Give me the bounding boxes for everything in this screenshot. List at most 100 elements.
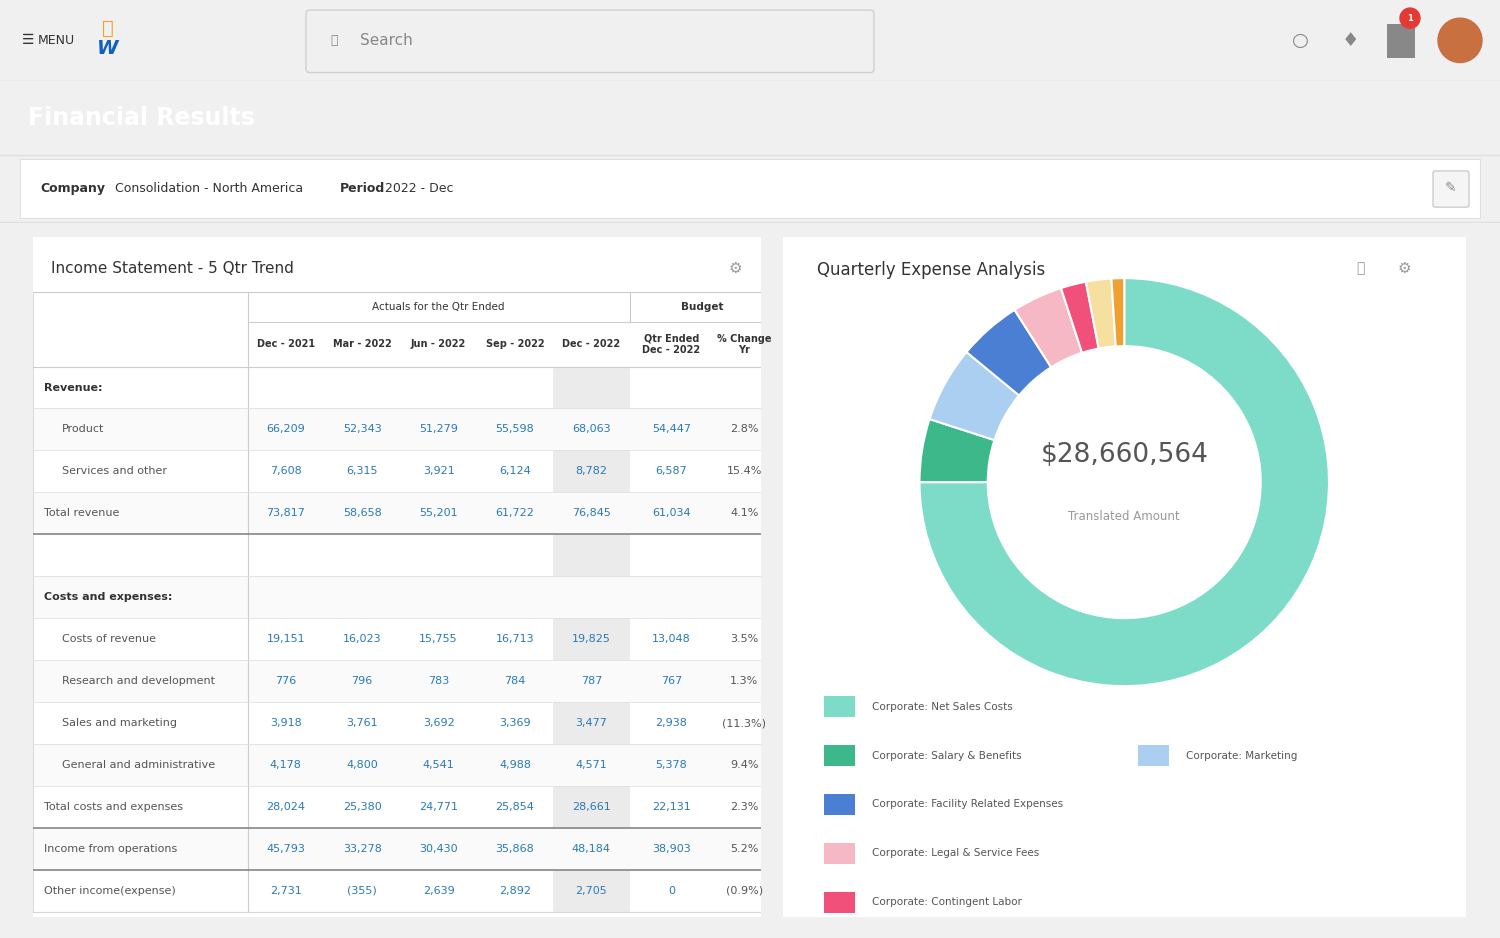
Text: 58,658: 58,658: [344, 508, 381, 519]
Text: 61,722: 61,722: [495, 508, 534, 519]
Wedge shape: [1014, 288, 1082, 368]
Text: (0.9%): (0.9%): [726, 886, 762, 896]
Bar: [33, 828, 760, 870]
Text: 796: 796: [351, 676, 374, 687]
Text: 35,868: 35,868: [495, 844, 534, 854]
Text: 22,131: 22,131: [652, 802, 692, 812]
Text: 6,124: 6,124: [500, 466, 531, 477]
Text: 16,713: 16,713: [495, 634, 534, 644]
Text: Corporate: Net Sales Costs: Corporate: Net Sales Costs: [871, 702, 1012, 712]
Text: 51,279: 51,279: [419, 425, 458, 434]
Text: Jun - 2022: Jun - 2022: [411, 340, 466, 350]
Text: Mar - 2022: Mar - 2022: [333, 340, 392, 350]
Text: Company: Company: [40, 182, 105, 194]
Text: 3,918: 3,918: [270, 719, 302, 728]
Text: Quarterly Expense Analysis: Quarterly Expense Analysis: [818, 261, 1046, 280]
Text: 2022 - Dec: 2022 - Dec: [386, 182, 453, 194]
Text: 2.8%: 2.8%: [730, 425, 759, 434]
Text: 8,782: 8,782: [576, 466, 608, 477]
Text: Translated Amount: Translated Amount: [1068, 509, 1180, 522]
Wedge shape: [1060, 281, 1098, 353]
Text: 7,608: 7,608: [270, 466, 302, 477]
Text: 33,278: 33,278: [344, 844, 381, 854]
Text: 0: 0: [668, 886, 675, 896]
Text: 3,761: 3,761: [346, 719, 378, 728]
Text: 787: 787: [580, 676, 602, 687]
Text: (11.3%): (11.3%): [722, 719, 766, 728]
Text: W: W: [98, 38, 118, 58]
Text: 24,771: 24,771: [419, 802, 458, 812]
Text: 66,209: 66,209: [267, 425, 305, 434]
Text: MENU: MENU: [38, 34, 75, 47]
Text: 45,793: 45,793: [267, 844, 305, 854]
FancyBboxPatch shape: [30, 234, 764, 921]
Text: 4,178: 4,178: [270, 760, 302, 770]
Text: ♦: ♦: [1341, 31, 1359, 50]
Text: Sep - 2022: Sep - 2022: [486, 340, 544, 350]
Text: Qtr Ended
Dec - 2022: Qtr Ended Dec - 2022: [642, 334, 700, 356]
Text: 6,315: 6,315: [346, 466, 378, 477]
Text: 55,598: 55,598: [495, 425, 534, 434]
Text: 48,184: 48,184: [572, 844, 610, 854]
Text: 2,705: 2,705: [576, 886, 608, 896]
Wedge shape: [1086, 279, 1116, 349]
Text: 68,063: 68,063: [572, 425, 610, 434]
Text: Corporate: Facility Related Expenses: Corporate: Facility Related Expenses: [871, 799, 1064, 809]
Text: Total revenue: Total revenue: [44, 508, 120, 519]
Text: Period: Period: [340, 182, 386, 194]
Text: Corporate: Contingent Labor: Corporate: Contingent Labor: [871, 898, 1022, 907]
Text: Budget: Budget: [681, 302, 723, 312]
Bar: [1138, 745, 1168, 766]
Text: 25,380: 25,380: [344, 802, 381, 812]
Text: 54,447: 54,447: [652, 425, 692, 434]
Bar: [20, 159, 1480, 219]
FancyBboxPatch shape: [780, 234, 1468, 921]
Text: Corporate: Salary & Benefits: Corporate: Salary & Benefits: [871, 750, 1022, 761]
Text: 784: 784: [504, 676, 525, 687]
Bar: [33, 408, 760, 450]
Text: 61,034: 61,034: [652, 508, 690, 519]
Text: ○: ○: [1292, 31, 1308, 50]
Text: 3,369: 3,369: [500, 719, 531, 728]
Text: 73,817: 73,817: [267, 508, 305, 519]
Text: ⚙: ⚙: [729, 261, 742, 276]
Text: ☰: ☰: [22, 34, 34, 47]
Bar: [33, 660, 760, 703]
Text: 4,571: 4,571: [576, 760, 608, 770]
Wedge shape: [966, 310, 1052, 396]
Text: 25,854: 25,854: [495, 802, 534, 812]
Text: 2.3%: 2.3%: [730, 802, 759, 812]
Bar: [33, 576, 760, 618]
Text: 19,825: 19,825: [572, 634, 610, 644]
Bar: [1388, 24, 1414, 58]
Text: Corporate: Legal & Service Fees: Corporate: Legal & Service Fees: [871, 849, 1039, 858]
Text: $28,660,564: $28,660,564: [1041, 442, 1208, 468]
Bar: [824, 794, 855, 815]
Text: 15,755: 15,755: [420, 634, 458, 644]
Text: 5,378: 5,378: [656, 760, 687, 770]
Text: 4,988: 4,988: [500, 760, 531, 770]
Text: 2,639: 2,639: [423, 886, 454, 896]
Text: Dec - 2021: Dec - 2021: [256, 340, 315, 350]
Text: 776: 776: [274, 676, 297, 687]
Text: (355): (355): [348, 886, 376, 896]
Text: 📊: 📊: [1356, 261, 1365, 275]
FancyBboxPatch shape: [1432, 171, 1468, 207]
Circle shape: [1438, 18, 1482, 63]
Text: Income Statement - 5 Qtr Trend: Income Statement - 5 Qtr Trend: [51, 261, 294, 276]
Text: Total costs and expenses: Total costs and expenses: [44, 802, 183, 812]
Text: 783: 783: [427, 676, 448, 687]
Text: Sales and marketing: Sales and marketing: [62, 719, 177, 728]
Text: 4.1%: 4.1%: [730, 508, 759, 519]
Text: 5.2%: 5.2%: [730, 844, 759, 854]
Text: Revenue:: Revenue:: [44, 383, 102, 392]
Bar: [824, 696, 855, 718]
Circle shape: [1400, 8, 1420, 28]
Text: 28,024: 28,024: [267, 802, 306, 812]
Text: ✎: ✎: [1444, 181, 1456, 195]
Bar: [554, 367, 630, 912]
Text: Search: Search: [360, 33, 413, 48]
Text: 2,938: 2,938: [656, 719, 687, 728]
Text: 4,800: 4,800: [346, 760, 378, 770]
Text: Income from operations: Income from operations: [44, 844, 177, 854]
